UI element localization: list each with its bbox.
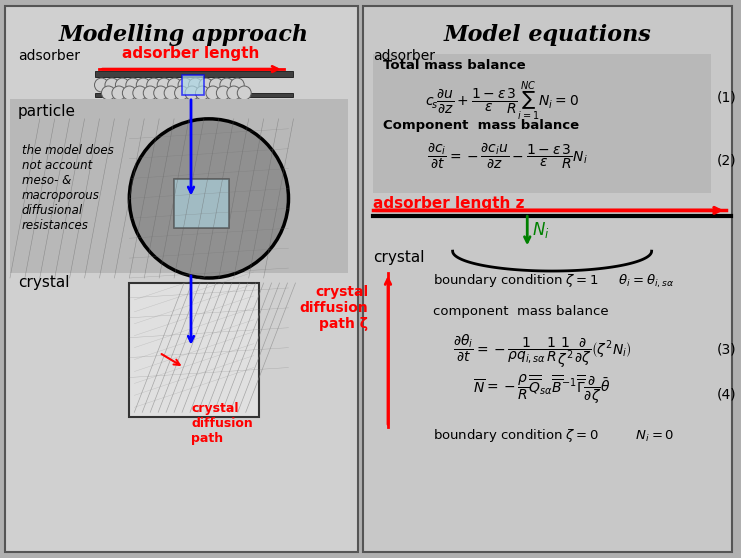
Text: crystal
diffusion
path ζ: crystal diffusion path ζ — [299, 285, 368, 331]
Bar — [10, 99, 348, 273]
Bar — [130, 283, 259, 417]
Circle shape — [237, 86, 251, 100]
Bar — [174, 179, 229, 228]
Circle shape — [95, 78, 108, 92]
Circle shape — [185, 86, 199, 100]
Circle shape — [210, 78, 223, 92]
Text: boundary condition $\zeta=0$         $N_i=0$: boundary condition $\zeta=0$ $N_i=0$ — [433, 427, 674, 444]
Circle shape — [116, 78, 130, 92]
FancyBboxPatch shape — [363, 7, 732, 551]
Circle shape — [220, 78, 233, 92]
Circle shape — [167, 78, 182, 92]
Circle shape — [126, 78, 140, 92]
Text: the model does
not account
meso- &
macroporous
diffusional
resistances: the model does not account meso- & macro… — [22, 144, 113, 232]
Circle shape — [133, 86, 147, 100]
Circle shape — [105, 78, 119, 92]
Circle shape — [130, 119, 288, 278]
Circle shape — [178, 78, 192, 92]
Text: $\dfrac{\partial c_i}{\partial t}=-\dfrac{\partial c_i u}{\partial z}-\dfrac{1-\: $\dfrac{\partial c_i}{\partial t}=-\dfra… — [427, 141, 588, 171]
Text: Component  mass balance: Component mass balance — [383, 119, 579, 132]
Circle shape — [199, 78, 213, 92]
Text: adsorber length: adsorber length — [122, 46, 259, 61]
Text: Modelling approach: Modelling approach — [59, 25, 309, 46]
Circle shape — [102, 86, 116, 100]
Text: $\overline{N}=-\dfrac{\rho}{R}\overline{\overline{Q}}_{s\alpha}\overline{\overli: $\overline{N}=-\dfrac{\rho}{R}\overline{… — [473, 373, 611, 406]
Circle shape — [188, 78, 202, 92]
Text: (1): (1) — [717, 91, 736, 105]
Text: (4): (4) — [717, 387, 736, 401]
Text: $N_i$: $N_i$ — [532, 220, 550, 240]
Circle shape — [122, 86, 136, 100]
Bar — [95, 93, 293, 97]
Text: adsorber: adsorber — [18, 49, 80, 63]
Circle shape — [206, 86, 220, 100]
Circle shape — [143, 86, 157, 100]
Text: Total mass balance: Total mass balance — [383, 59, 525, 72]
Circle shape — [157, 78, 171, 92]
Circle shape — [147, 78, 161, 92]
Circle shape — [196, 86, 210, 100]
Circle shape — [165, 86, 178, 100]
Circle shape — [136, 78, 150, 92]
Text: $c_{\!s}\dfrac{\partial u}{\partial z}+\dfrac{1-\varepsilon}{\varepsilon}\dfrac{: $c_{\!s}\dfrac{\partial u}{\partial z}+\… — [425, 79, 579, 123]
Text: adsorber length z: adsorber length z — [373, 196, 525, 211]
Text: (3): (3) — [717, 343, 736, 357]
Text: crystal
diffusion
path: crystal diffusion path — [191, 402, 253, 445]
FancyBboxPatch shape — [373, 54, 711, 194]
Circle shape — [230, 78, 245, 92]
Circle shape — [216, 86, 230, 100]
Bar — [95, 71, 293, 77]
Bar — [182, 75, 204, 95]
Circle shape — [175, 86, 188, 100]
Text: crystal: crystal — [373, 250, 425, 265]
Text: (2): (2) — [717, 153, 736, 167]
Text: Model equations: Model equations — [443, 25, 651, 46]
Text: component  mass balance: component mass balance — [433, 305, 608, 318]
Text: adsorber: adsorber — [373, 49, 435, 63]
Text: $\dfrac{\partial\theta_i}{\partial t}=-\dfrac{1}{\rho q_{i,s\alpha}}\dfrac{1}{R}: $\dfrac{\partial\theta_i}{\partial t}=-\… — [453, 333, 631, 370]
FancyBboxPatch shape — [5, 7, 358, 551]
Circle shape — [153, 86, 167, 100]
Circle shape — [112, 86, 126, 100]
Text: boundary condition $\zeta=1$     $\theta_i=\theta_{i,s\alpha}$: boundary condition $\zeta=1$ $\theta_i=\… — [433, 273, 674, 290]
Text: crystal: crystal — [18, 275, 70, 290]
Text: particle: particle — [18, 104, 76, 119]
Circle shape — [227, 86, 241, 100]
